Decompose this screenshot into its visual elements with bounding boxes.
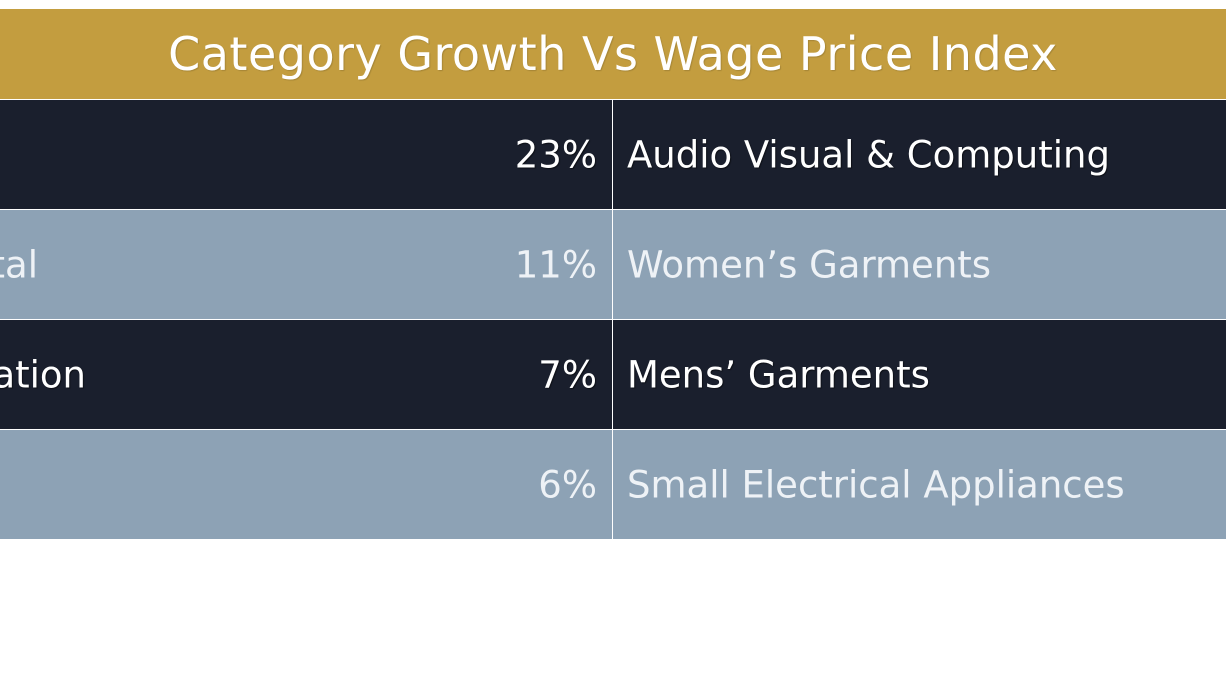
right-cell: Mens’ Garments xyxy=(613,320,1226,429)
category-label: Mens’ Garments xyxy=(627,353,930,396)
slide-title: Category Growth Vs Wage Price Index xyxy=(168,27,1058,81)
title-bar: Category Growth Vs Wage Price Index xyxy=(0,9,1226,99)
right-cell: Audio Visual & Computing xyxy=(613,100,1226,209)
growth-percent: 7% xyxy=(538,353,597,396)
right-cell: Women’s Garments xyxy=(613,210,1226,319)
column-divider xyxy=(612,100,613,209)
table-row: 23% Audio Visual & Computing xyxy=(0,100,1226,210)
left-cell-label: tal xyxy=(0,243,38,286)
left-cell: tal 11% xyxy=(0,210,612,319)
left-cell-label: ation xyxy=(0,353,86,396)
table-row: ation 7% Mens’ Garments xyxy=(0,320,1226,430)
table-row: tal 11% Women’s Garments xyxy=(0,210,1226,320)
growth-percent: 23% xyxy=(514,133,597,176)
category-label: Audio Visual & Computing xyxy=(627,133,1110,176)
left-cell: ation 7% xyxy=(0,320,612,429)
column-divider xyxy=(612,430,613,539)
column-divider xyxy=(612,320,613,429)
growth-percent: 6% xyxy=(538,463,597,506)
comparison-table: 23% Audio Visual & Computing tal 11% Wom… xyxy=(0,100,1226,540)
column-divider xyxy=(612,210,613,319)
table-row: 6% Small Electrical Appliances xyxy=(0,430,1226,540)
category-label: Women’s Garments xyxy=(627,243,992,286)
category-label: Small Electrical Appliances xyxy=(627,463,1125,506)
right-cell: Small Electrical Appliances xyxy=(613,430,1226,539)
left-cell: 6% xyxy=(0,430,612,539)
left-cell: 23% xyxy=(0,100,612,209)
growth-percent: 11% xyxy=(514,243,597,286)
